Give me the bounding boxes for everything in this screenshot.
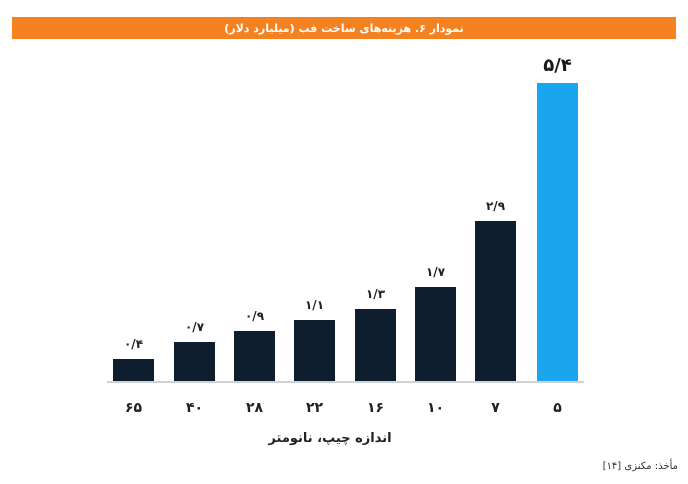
x-tick-label: ۲۸ [245, 400, 264, 416]
x-axis-title: اندازه چیپ، نانومتر [268, 431, 392, 446]
bar-value-label: ۰/۴ [123, 337, 144, 351]
bar-value-label: ۰/۹ [244, 309, 265, 323]
bar-value-label: ۵/۴ [543, 55, 572, 76]
bar-65nm [113, 359, 154, 381]
bar-value-label: ۱/۷ [425, 265, 446, 279]
bar-16nm [355, 309, 396, 381]
bar-7nm [475, 221, 516, 381]
x-tick-label: ۱۶ [366, 400, 385, 416]
x-tick-label: ۷ [491, 400, 500, 416]
x-tick-label: ۶۵ [124, 400, 143, 416]
bar-5nm [537, 83, 578, 381]
x-tick-label: ۴۰ [185, 400, 204, 416]
x-tick-label: ۲۲ [305, 400, 324, 416]
chart-title-bar: نمودار ۶. هزینه‌های ساخت فب (میلیارد دلا… [12, 17, 676, 39]
source-caption: مأخذ: مکنزی [۱۴] [602, 461, 678, 472]
bar-40nm [174, 342, 215, 381]
bar-value-label: ۱/۳ [365, 287, 386, 301]
x-tick-label: ۵ [553, 400, 562, 416]
bar-value-label: ۲/۹ [485, 199, 506, 213]
chart-title: نمودار ۶. هزینه‌های ساخت فب (میلیارد دلا… [224, 21, 464, 35]
bar-22nm [294, 320, 335, 381]
bar-10nm [415, 287, 456, 381]
x-tick-label: ۱۰ [426, 400, 445, 416]
bar-28nm [234, 331, 275, 381]
x-axis-baseline [107, 381, 584, 383]
bar-value-label: ۰/۷ [184, 320, 205, 334]
bar-value-label: ۱/۱ [304, 298, 325, 312]
